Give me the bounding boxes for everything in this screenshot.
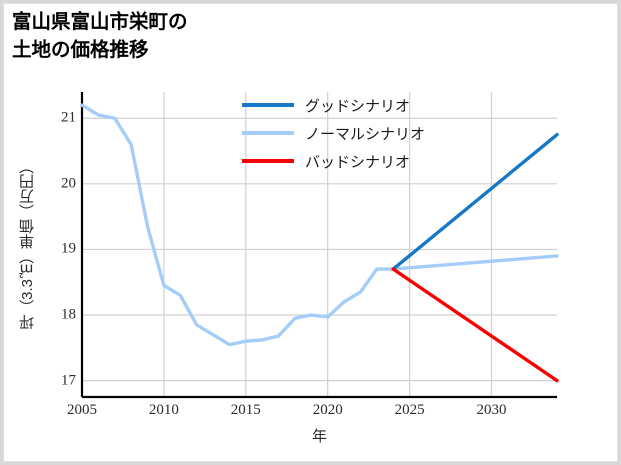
x-axis-tick-label: 2010 [148, 402, 179, 418]
y-axis-label: 坪（3.3㎡）単価（万円） [16, 92, 38, 397]
chart-canvas: 富山県富山市栄町の 土地の価格推移 坪（3.3㎡）単価（万円） 年 17 18 19… [3, 3, 618, 462]
x-axis-tick-label: 2005 [67, 402, 97, 418]
y-axis-tick-label: 17 [61, 372, 76, 389]
y-axis-tick-label: 21 [61, 109, 76, 126]
legend-item-label: バッドシナリオ [305, 153, 411, 171]
legend-item[interactable]: グッドシナリオ [242, 96, 425, 115]
y-axis-tick-label: 20 [61, 175, 76, 192]
x-axis-tick-label: 2015 [230, 402, 261, 418]
legend-item[interactable]: バッドシナリオ [242, 152, 425, 171]
series-line [391, 267, 559, 383]
y-axis-tick-label: 19 [61, 240, 76, 257]
legend-item-label: ノーマルシナリオ [305, 125, 426, 143]
legend: グッドシナリオ ノーマルシナリオ バッドシナリオ [242, 96, 426, 171]
page-title: 富山県富山市栄町の 土地の価格推移 [12, 11, 188, 61]
legend-color-swatch [242, 159, 294, 163]
series-line [80, 103, 559, 347]
y-axis-tick-label: 18 [61, 306, 76, 323]
x-axis-tick-label: 2030 [476, 402, 507, 418]
plot-area: 17 18 19 20 21 2005 2010 2015 2020 2025 2030 [61, 92, 559, 418]
y-axis-label-text: 坪（3.3㎡）単価（万円） [18, 159, 36, 330]
series-line [391, 132, 559, 271]
legend-item-label: グッドシナリオ [305, 97, 411, 115]
plot-svg [80, 92, 559, 399]
legend-item[interactable]: ノーマルシナリオ [242, 124, 426, 143]
x-axis-label: 年 [311, 428, 327, 445]
legend-color-swatch [242, 103, 294, 107]
x-axis-tick-label: 2025 [394, 402, 425, 418]
legend-color-swatch [242, 131, 294, 135]
x-axis-tick-label: 2020 [312, 402, 343, 418]
